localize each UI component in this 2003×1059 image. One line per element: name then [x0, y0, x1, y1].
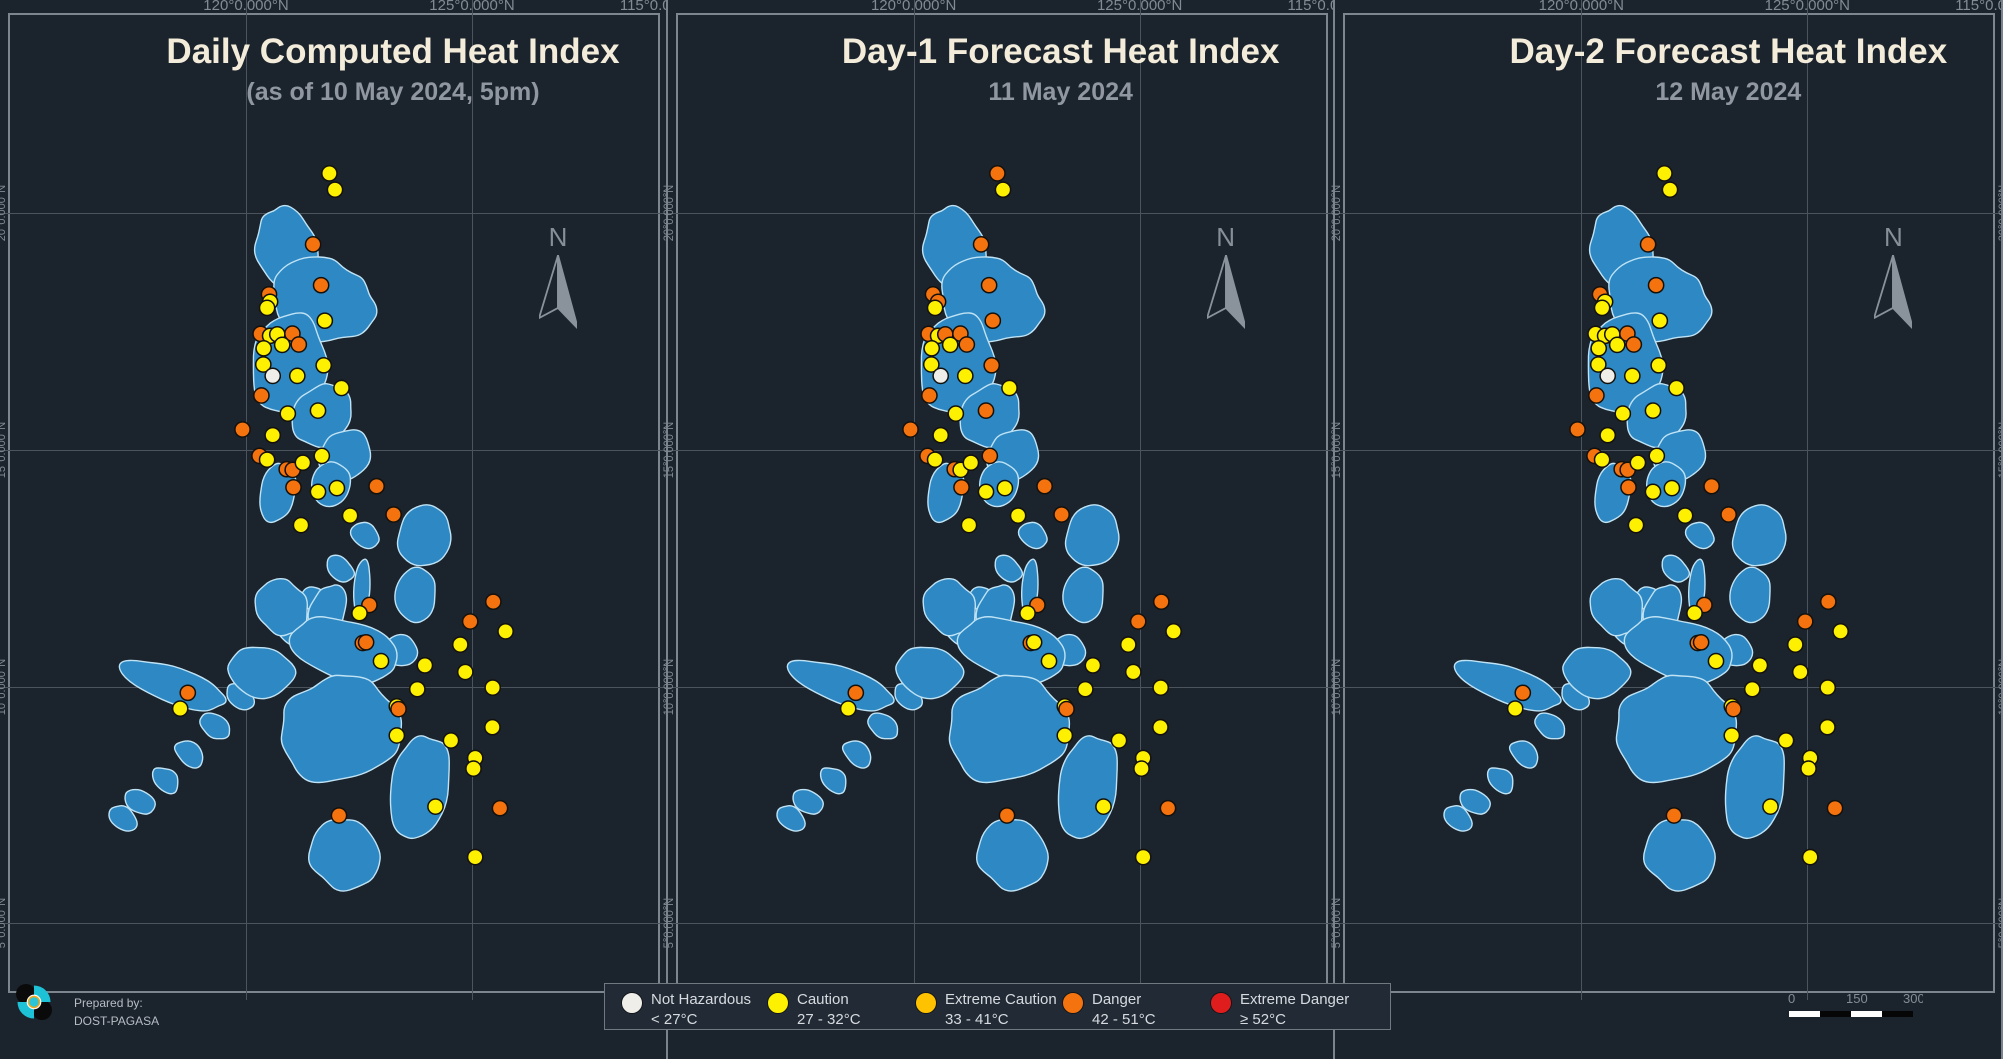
svg-text:300: 300 [1903, 992, 1923, 1006]
svg-text:150: 150 [1846, 992, 1868, 1006]
svg-text:0: 0 [1788, 992, 1795, 1006]
